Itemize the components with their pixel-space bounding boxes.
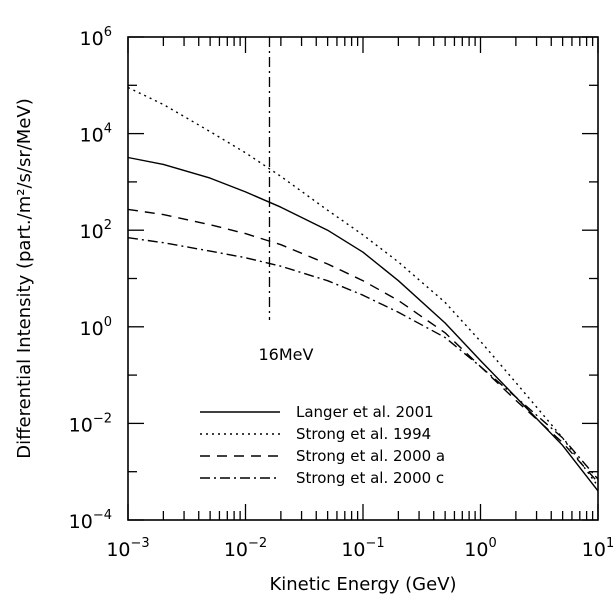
y-axis-title: Differential Intensity (part./m²/s/sr/Me… xyxy=(14,98,35,458)
y-tick-label: 10−4 xyxy=(69,508,112,533)
x-tick-labels: 10−3 10−2 10−1 100 101 xyxy=(106,536,614,561)
y-tick-labels: 10−4 10−2 100 102 104 106 xyxy=(69,25,112,533)
x-tick-label: 101 xyxy=(582,536,614,561)
x-tick-label: 10−1 xyxy=(341,536,384,561)
x-tick-label: 10−3 xyxy=(106,536,149,561)
annotation-layer: 16MeV xyxy=(258,37,313,364)
plot-frame xyxy=(127,36,599,521)
legend-label: Strong et al. 2000 c xyxy=(296,469,444,487)
series-line-strong-et-al-1994 xyxy=(127,86,599,487)
y-tick-label: 106 xyxy=(80,25,112,50)
x-axis-title: Kinetic Energy (GeV) xyxy=(269,574,456,595)
series-line-strong-et-al-2000-a xyxy=(127,208,599,483)
y-tick-label: 10−2 xyxy=(69,411,112,436)
x-tick-label: 10−2 xyxy=(224,536,267,561)
series-lines xyxy=(127,86,599,492)
legend-label: Strong et al. 2000 a xyxy=(296,447,445,465)
x-tick-label: 100 xyxy=(464,536,496,561)
energy-marker-label: 16MeV xyxy=(258,345,313,364)
y-tick-label: 102 xyxy=(80,218,112,243)
y-tick-label: 104 xyxy=(80,122,112,147)
series-line-strong-et-al-2000-c xyxy=(127,237,599,480)
legend: Langer et al. 2001 Strong et al. 1994 Stro… xyxy=(200,403,445,487)
legend-label: Strong et al. 1994 xyxy=(296,425,431,443)
y-tick-label: 100 xyxy=(80,315,112,340)
legend-label: Langer et al. 2001 xyxy=(296,403,434,421)
